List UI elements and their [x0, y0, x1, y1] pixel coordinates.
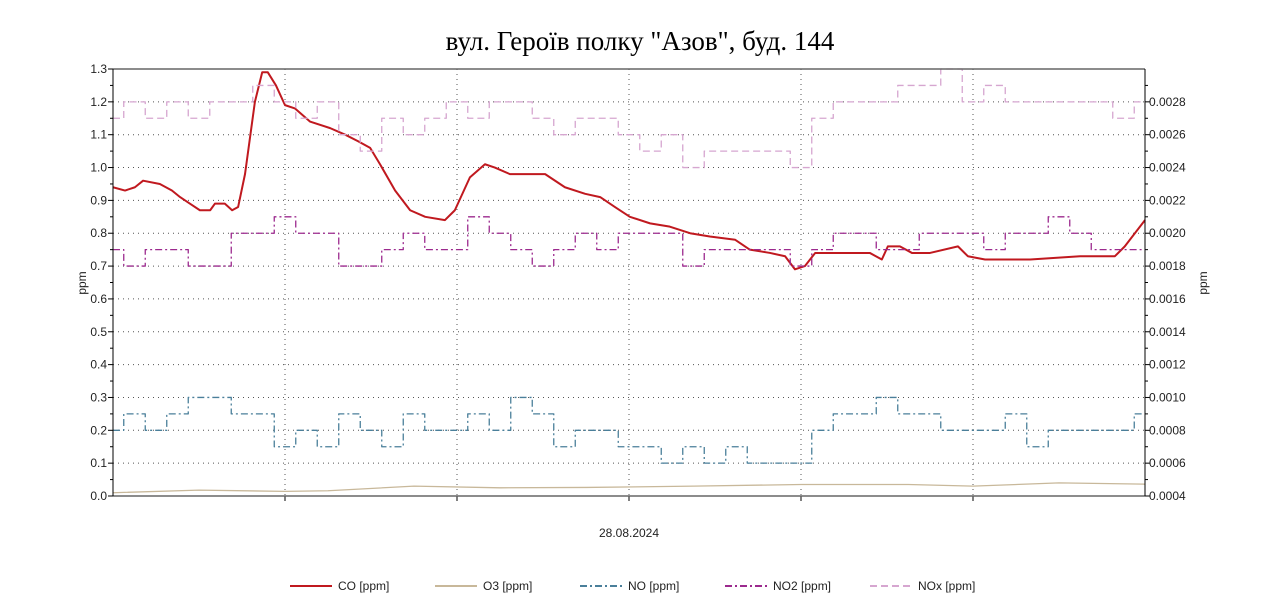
- y-tick-label: 1.3: [90, 62, 107, 76]
- y-tick-label: 0.6: [90, 292, 107, 306]
- chart-title: вул. Героїв полку "Азов", буд. 144: [446, 26, 835, 56]
- y-tick-label: 0.0: [90, 489, 107, 503]
- y2-tick-label: 0.0028: [1149, 95, 1186, 109]
- y-tick-label: 0.1: [90, 456, 107, 470]
- y-tick-label: 0.9: [90, 193, 107, 207]
- y-tick-label: 0.4: [90, 358, 107, 372]
- y-axis-label: ppm: [75, 271, 89, 294]
- series-nox-line: [113, 68, 1145, 169]
- y-tick-label: 0.8: [90, 226, 107, 240]
- y-tick-label: 0.3: [90, 390, 107, 404]
- y-tick-label: 1.0: [90, 161, 107, 175]
- y-tick-label: 0.2: [90, 423, 107, 437]
- axes: 0.0 0.1 0.2 0.3 0.4 0.5 0.6 0.7 0.8 0.9 1.0 1.1 1.2 1…: [90, 62, 1186, 503]
- y2-tick-label: 0.0022: [1149, 193, 1186, 207]
- y2-tick-label: 0.0018: [1149, 259, 1186, 273]
- y2-tick-label: 0.0004: [1149, 489, 1186, 503]
- grid: [113, 69, 1145, 496]
- y2-tick-label: 0.0008: [1149, 423, 1186, 437]
- legend-label-o3: O3 [ppm]: [483, 579, 532, 593]
- y2-tick-label: 0.0026: [1149, 128, 1186, 142]
- y-tick-label: 1.2: [90, 95, 107, 109]
- legend-label-no2: NO2 [ppm]: [773, 579, 831, 593]
- legend-label-no: NO [ppm]: [628, 579, 679, 593]
- y2-tick-label: 0.0024: [1149, 161, 1186, 175]
- y2-tick-label: 0.0012: [1149, 358, 1186, 372]
- y2-tick-label: 0.0016: [1149, 292, 1186, 306]
- legend: CO [ppm] O3 [ppm] NO [ppm] NO2 [ppm] NOx [pp…: [290, 579, 975, 593]
- series-no-line: [113, 396, 1145, 464]
- y2-tick-label: 0.0014: [1149, 325, 1186, 339]
- y2-tick-label: 0.0010: [1149, 390, 1186, 404]
- legend-label-co: CO [ppm]: [338, 579, 389, 593]
- y2-tick-label: 0.0006: [1149, 456, 1186, 470]
- y-tick-label: 1.1: [90, 128, 107, 142]
- series-o3-line: [112, 482, 1146, 494]
- y-tick-label: 0.5: [90, 325, 107, 339]
- x-axis-label: 28.08.2024: [599, 526, 659, 540]
- y2-axis-label: ppm: [1196, 271, 1210, 294]
- y-tick-label: 0.7: [90, 259, 107, 273]
- y2-tick-label: 0.0020: [1149, 226, 1186, 240]
- legend-label-nox: NOx [ppm]: [918, 579, 975, 593]
- series-co-line: [112, 71, 1146, 271]
